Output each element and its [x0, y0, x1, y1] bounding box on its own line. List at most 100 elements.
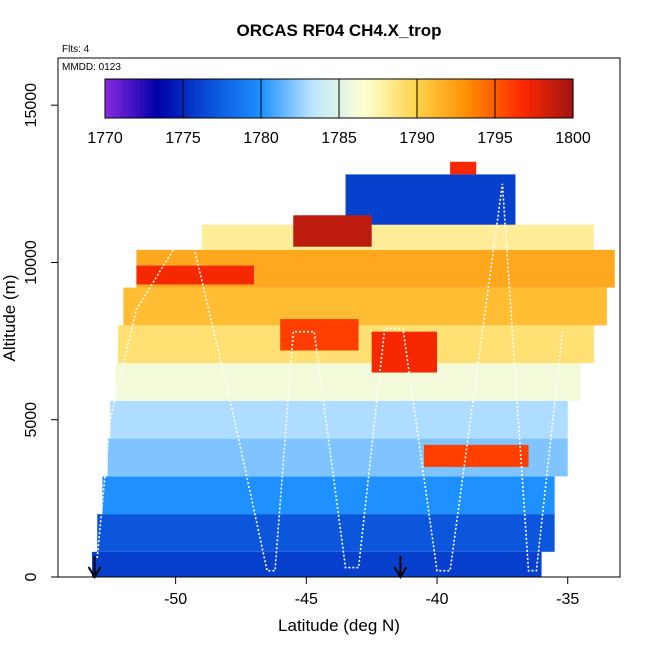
- colorbar-cell: [272, 79, 278, 118]
- colorbar-cell: [179, 79, 184, 118]
- colorbar-tick-label: 1775: [165, 130, 201, 147]
- colorbar-cell: [202, 79, 207, 118]
- chart-title: ORCAS RF04 CH4.X_trop: [237, 21, 442, 40]
- colorbar-cell: [432, 79, 438, 118]
- colorbar-cell: [362, 79, 367, 118]
- colorbar-cell: [144, 79, 149, 118]
- y-tick-label: 5000: [23, 402, 40, 438]
- colorbar-cell: [541, 79, 547, 118]
- colorbar-cell: [342, 79, 348, 118]
- colorbar-cell: [530, 79, 535, 118]
- y-axis: 0 5000 10000 15000: [23, 83, 58, 581]
- colorbar-cell: [280, 79, 285, 118]
- colorbar-cell: [510, 79, 516, 118]
- colorbar-cell: [335, 79, 340, 118]
- colorbar-tick-label: 1795: [477, 130, 513, 147]
- colorbar-cell: [292, 79, 297, 118]
- colorbar-cell: [296, 79, 301, 118]
- colorbar-cell: [339, 79, 344, 118]
- colorbar-cell: [397, 79, 402, 118]
- colorbar-cell: [319, 79, 324, 118]
- colorbar-cell: [409, 79, 414, 118]
- colorbar-cell: [487, 79, 492, 118]
- colorbar-cell: [331, 79, 336, 118]
- colorbar-cell: [206, 79, 211, 118]
- colorbar-cell: [354, 79, 360, 118]
- colorbar-cell: [471, 79, 477, 118]
- colorbar-cell: [171, 79, 176, 118]
- x-axis-label: Latitude (deg N): [278, 616, 400, 635]
- x-tick-label: -50: [164, 591, 187, 608]
- colorbar-cell: [420, 79, 426, 118]
- colorbar-cell: [436, 79, 441, 118]
- colorbar-cell: [245, 79, 250, 118]
- colorbar-cell: [417, 79, 422, 118]
- colorbar-cell: [549, 79, 555, 118]
- colorbar-cell: [385, 79, 391, 118]
- x-tick-label: -45: [295, 591, 318, 608]
- colorbar-cell: [483, 79, 488, 118]
- x-tick-label: -40: [425, 591, 448, 608]
- colorbar-cell: [112, 79, 118, 118]
- colorbar-cell: [284, 79, 289, 118]
- flights-label: Flts: 4: [62, 44, 90, 55]
- heatmap-band: [91, 551, 542, 577]
- colorbar-cell: [108, 79, 114, 118]
- colorbar-cell: [261, 79, 266, 118]
- colorbar-cell: [428, 79, 434, 118]
- y-tick-label: 0: [23, 572, 40, 581]
- colorbar-cell: [350, 79, 356, 118]
- heatmap-band: [102, 476, 555, 515]
- x-axis: -50 -45 -40 -35: [164, 577, 579, 608]
- colorbar-cell: [393, 79, 399, 118]
- colorbar-cell: [456, 79, 461, 118]
- colorbar-cell: [300, 79, 305, 118]
- colorbar-cell: [163, 79, 168, 118]
- colorbar-cell: [463, 79, 469, 118]
- colorbar-cell: [561, 79, 566, 118]
- heatmap-band: [201, 224, 594, 250]
- colorbar-cell: [452, 79, 457, 118]
- flight-track: [96, 183, 564, 572]
- colorbar-cell: [444, 79, 449, 118]
- heatmap-feature: [450, 161, 477, 175]
- heatmap-band: [123, 287, 607, 326]
- colorbar-cell: [218, 79, 223, 118]
- colorbar-cell: [155, 79, 161, 118]
- colorbar-cell: [253, 79, 258, 118]
- colorbar: 1770 1775 1780 1785 1790 1795 1800: [87, 78, 591, 147]
- colorbar-cell: [459, 79, 465, 118]
- colorbar-cell: [370, 79, 375, 118]
- colorbar-cell: [479, 79, 484, 118]
- colorbar-cell: [502, 79, 508, 118]
- colorbar-cell: [229, 79, 235, 118]
- colorbar-cell: [124, 79, 129, 118]
- colorbar-cell: [105, 79, 110, 118]
- colorbar-cell: [264, 79, 270, 118]
- colorbar-cell: [214, 79, 219, 118]
- colorbar-cell: [440, 79, 445, 118]
- colorbar-cell: [183, 79, 188, 118]
- colorbar-cell: [311, 79, 317, 118]
- colorbar-cell: [475, 79, 480, 118]
- colorbar-cell: [175, 79, 180, 118]
- colorbar-cell: [381, 79, 387, 118]
- colorbar-cell: [249, 79, 254, 118]
- colorbar-cell: [323, 79, 328, 118]
- colorbar-cell: [366, 79, 371, 118]
- colorbar-cell: [194, 79, 200, 118]
- heatmap-feature: [423, 444, 529, 467]
- colorbar-cell: [186, 79, 192, 118]
- colorbar-cell: [514, 79, 519, 118]
- colorbar-tick-label: 1790: [399, 130, 435, 147]
- colorbar-cell: [210, 79, 215, 118]
- y-tick-label: 15000: [23, 83, 40, 128]
- heatmap-area: [91, 161, 615, 577]
- colorbar-cell: [276, 79, 282, 118]
- colorbar-cell: [526, 79, 531, 118]
- colorbar-cell: [136, 79, 141, 118]
- flight-track-line: [96, 183, 564, 572]
- colorbar-cell: [147, 79, 153, 118]
- colorbar-cell: [116, 79, 122, 118]
- colorbar-cell: [522, 79, 527, 118]
